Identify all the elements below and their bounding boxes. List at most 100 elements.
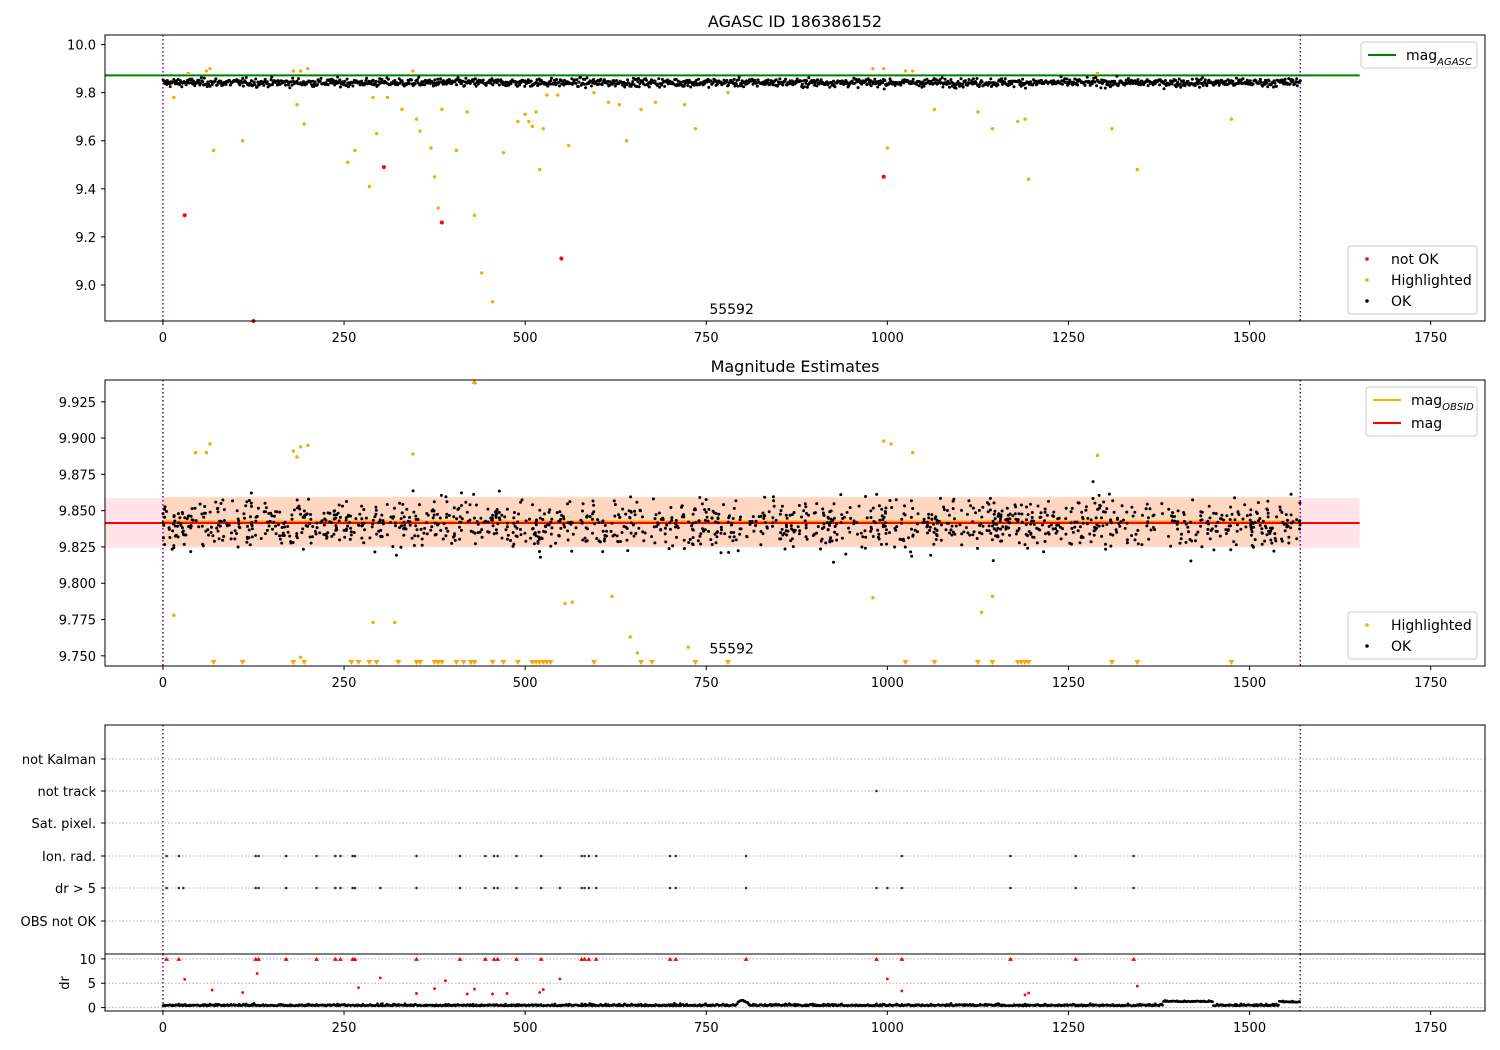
ok-point <box>1226 528 1230 532</box>
ok-point <box>1013 512 1017 516</box>
ok-point <box>549 520 553 524</box>
ok-point <box>1207 504 1211 508</box>
dr-point <box>381 1002 384 1005</box>
ok-point <box>950 533 954 537</box>
ok-point <box>365 76 369 80</box>
clipped-low-marker <box>989 660 996 665</box>
clipped-low-marker <box>902 660 909 665</box>
ok-point <box>1298 523 1302 527</box>
ok-point <box>1170 514 1173 518</box>
ok-point <box>375 532 379 536</box>
flag-point <box>580 886 583 890</box>
ok-point <box>1229 505 1233 509</box>
ok-point <box>266 85 270 89</box>
ok-point <box>1017 541 1021 545</box>
ok-point <box>425 532 429 536</box>
ok-point <box>947 85 951 89</box>
ok-point <box>1266 85 1270 89</box>
ok-point <box>197 78 201 82</box>
ok-point <box>274 532 278 536</box>
ok-point <box>1101 524 1105 528</box>
ok-point <box>682 538 686 542</box>
ok-point <box>518 83 522 87</box>
legend-box <box>1347 611 1478 660</box>
ok-point <box>1237 513 1241 516</box>
ok-point <box>472 492 476 496</box>
ok-point <box>1207 78 1211 82</box>
not-ok-point <box>182 213 187 218</box>
ok-point <box>583 536 587 540</box>
ok-point <box>180 85 184 89</box>
ok-point <box>1249 523 1253 527</box>
highlighted-point <box>726 90 730 95</box>
highlighted-point <box>541 127 545 131</box>
ok-point <box>776 84 780 88</box>
ok-point <box>589 84 593 88</box>
flag-point <box>1074 854 1078 858</box>
ok-point <box>1109 544 1113 548</box>
ok-point <box>559 517 563 521</box>
flag-point <box>668 886 672 890</box>
flag-point <box>284 886 288 890</box>
clipped-low-marker <box>210 660 217 665</box>
panel-2-legend-top: magOBSID mag <box>1365 386 1478 437</box>
ok-point <box>515 526 519 530</box>
ok-point <box>1237 78 1241 82</box>
ok-point <box>568 500 572 504</box>
ok-point <box>894 528 898 532</box>
not-ok-point <box>381 165 386 170</box>
clipped-low-marker <box>1108 660 1115 665</box>
flag-point <box>339 854 342 858</box>
highlighted-point <box>490 300 495 304</box>
ok-point <box>779 537 783 541</box>
ok-point <box>532 542 536 546</box>
highlighted-point <box>1229 117 1234 121</box>
panel-1-legend-top: magAGASC <box>1360 41 1478 69</box>
flag-point <box>744 854 748 858</box>
ok-point <box>734 499 738 503</box>
highlighted-point <box>440 107 444 112</box>
ok-point <box>877 504 881 508</box>
ok-point <box>1092 533 1096 537</box>
ok-point <box>162 523 166 527</box>
ok-point <box>850 79 854 83</box>
ok-point <box>505 537 509 541</box>
ok-point <box>398 501 402 505</box>
ok-point <box>452 534 456 538</box>
ok-point <box>626 549 630 553</box>
ok-point <box>445 512 449 516</box>
ok-point <box>486 507 490 511</box>
ok-point <box>865 516 869 520</box>
ok-point <box>1287 541 1291 545</box>
ok-point <box>422 531 426 535</box>
ok-point <box>716 82 719 86</box>
ok-point <box>643 531 647 535</box>
ok-point <box>1140 543 1144 547</box>
highlighted-point <box>418 129 422 133</box>
ok-point <box>360 517 364 521</box>
ok-point <box>1295 518 1299 522</box>
ok-point <box>702 82 706 86</box>
ok-point <box>371 518 375 522</box>
ok-point <box>513 524 517 528</box>
highlighted-point <box>566 143 571 148</box>
ok-point <box>1105 522 1109 526</box>
ok-point <box>242 512 246 516</box>
ok-point <box>1191 498 1195 502</box>
ok-point <box>222 519 226 522</box>
ok-point <box>690 524 694 528</box>
ok-point <box>1076 529 1080 533</box>
flag-point <box>1009 854 1012 858</box>
ok-point <box>1151 526 1155 529</box>
ok-point <box>966 531 970 535</box>
ok-point <box>1026 546 1030 550</box>
ok-point <box>394 524 397 528</box>
clipped-low-marker <box>290 660 297 665</box>
ok-point <box>998 519 1002 523</box>
legend-marker-highlighted <box>1365 623 1369 627</box>
ok-point <box>1198 85 1201 89</box>
ok-point <box>1025 518 1028 522</box>
ok-point <box>699 532 703 536</box>
clipped-low-marker <box>453 660 460 665</box>
x-tick-label: 0 <box>159 676 167 691</box>
